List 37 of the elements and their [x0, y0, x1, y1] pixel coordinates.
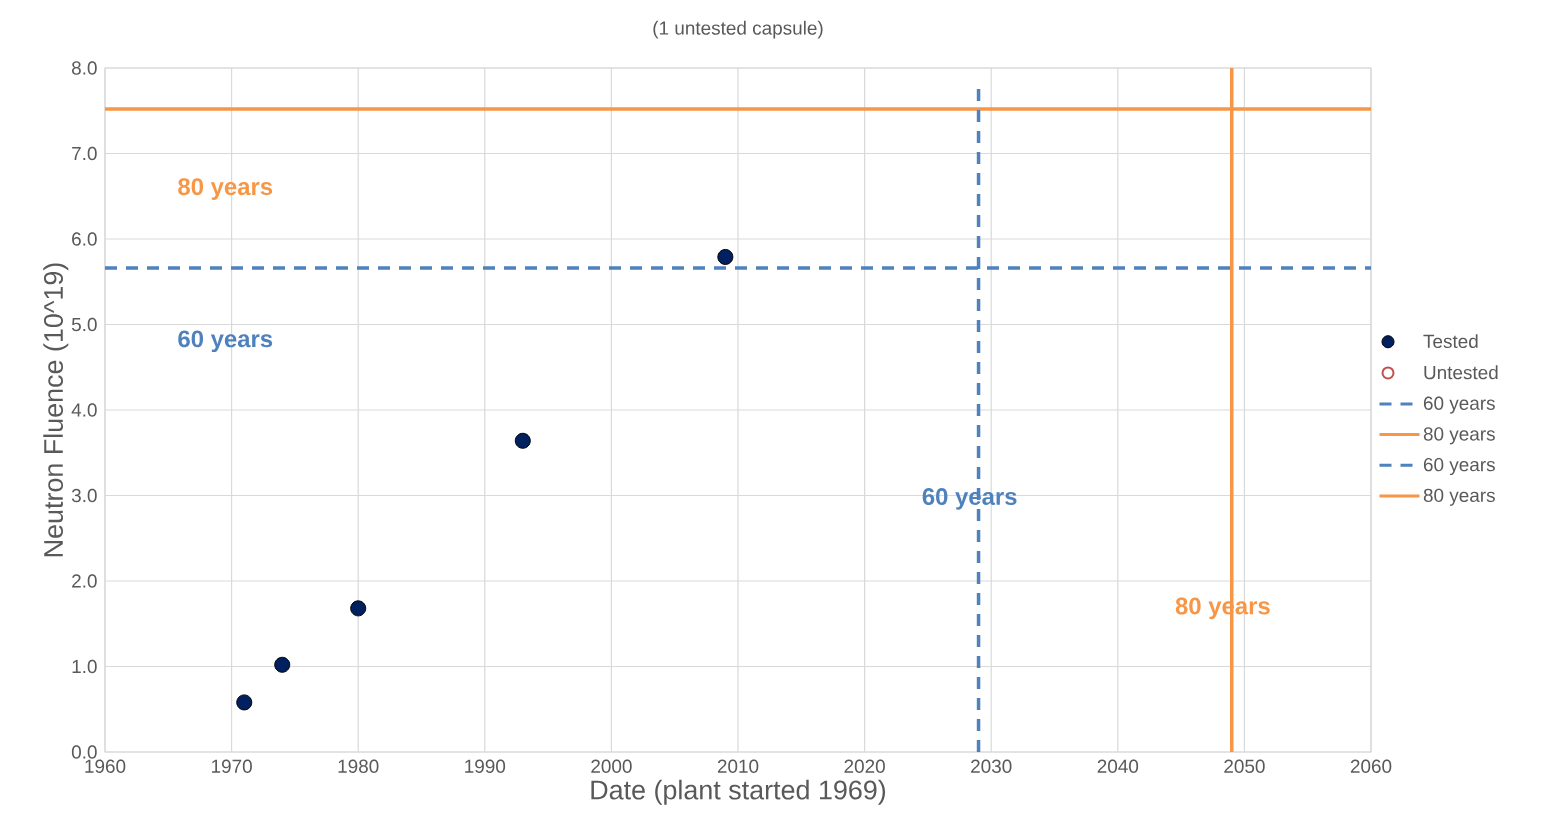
x-tick-label: 1990: [465, 759, 506, 773]
text: 60 years: [178, 330, 273, 353]
y-tick-label: 8.0: [72, 61, 97, 75]
legend-label: 80 years: [1423, 427, 1495, 445]
text: 80 years: [178, 178, 273, 200]
ref-line-label: 60 years: [922, 488, 1017, 510]
legend-label: Untested: [1424, 365, 1498, 380]
text: 60 years: [1423, 457, 1495, 476]
point: [350, 600, 367, 617]
x-tick-label: 2020: [844, 759, 885, 773]
y-tick-label: 1.0: [72, 659, 97, 674]
point: [514, 432, 531, 449]
y-axis-title: Neutron Fluence (10^19): [43, 263, 69, 557]
y-tick-label: 2.0: [72, 574, 97, 588]
point: [717, 248, 734, 265]
legend-label: Tested: [1423, 334, 1478, 349]
x-tick-label: 2050: [1224, 759, 1265, 773]
chart-title: (1 untested capsule): [653, 20, 823, 39]
y-tick-label: 0.0: [71, 745, 97, 759]
x-tick-label: 2010: [717, 759, 759, 773]
x-axis-title: Date (plant started 1969): [591, 779, 886, 805]
point: [236, 694, 253, 711]
y-tick-label: 5.0: [71, 317, 97, 332]
x-tick-label: 1970: [211, 759, 252, 773]
legend-label: 60 years: [1423, 396, 1495, 414]
x-tick-label: 1980: [338, 759, 379, 773]
y-tick-label: 7.0: [72, 146, 97, 161]
x-tick-label: 2000: [591, 759, 632, 773]
x-tick-label: 2030: [971, 759, 1012, 773]
x-tick-label: 2060: [1350, 759, 1392, 773]
x-tick-label: 2040: [1097, 759, 1139, 773]
x-tick-label: 1960: [85, 759, 126, 773]
point: [274, 656, 291, 673]
y-tick-label: 3.0: [71, 488, 97, 503]
y-tick-label: 6.0: [72, 232, 97, 246]
text: 80 years: [1423, 488, 1495, 506]
y-tick-label: 4.0: [71, 403, 97, 417]
